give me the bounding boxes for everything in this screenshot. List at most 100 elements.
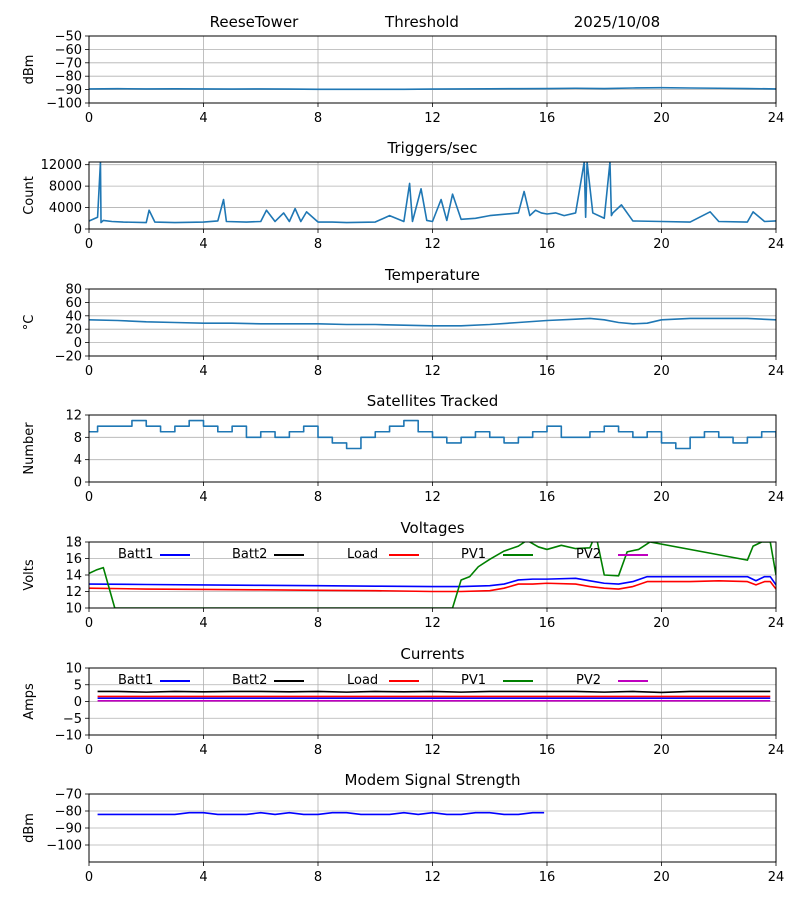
temperature-ytick-label: −20 [55, 350, 82, 365]
currents-xtick-label: 4 [199, 743, 207, 758]
temperature-ytick-label: 20 [65, 323, 82, 338]
threshold-ytick-label: −70 [55, 56, 82, 71]
currents-legend-pv2: PV2 [576, 673, 601, 688]
voltages-legend-pv1: PV1 [461, 547, 486, 562]
voltages-xtick-label: 16 [539, 616, 556, 631]
threshold-xtick-label: 4 [199, 111, 207, 126]
triggers-panel: Triggers/sec Count 0 4 8 12 16 20 24 0 4000 8000 120… [22, 139, 784, 252]
currents-legend-batt1: Batt1 [118, 673, 153, 688]
voltages-xtick-label: 0 [85, 616, 93, 631]
temperature-xtick-label: 20 [653, 364, 670, 379]
voltages-xtick-label: 4 [199, 616, 207, 631]
triggers-title: Triggers/sec [387, 139, 478, 157]
satellites-title: Satellites Tracked [367, 392, 498, 410]
currents-xtick-label: 20 [653, 743, 670, 758]
currents-axes-frame [88, 667, 777, 736]
modem-ytick-label: −80 [55, 805, 82, 820]
satellites-ytick-label: 4 [74, 453, 82, 468]
satellites-ylabel: Number [22, 422, 37, 475]
satellites-xtick-label: 0 [85, 490, 93, 505]
modem-panel: Modem Signal Strength dBm 0 4 8 12 16 20 24 −100 −… [22, 771, 784, 885]
voltages-ytick-label: 12 [65, 585, 82, 600]
satellites-panel: Satellites Tracked Number 0 4 8 12 16 20 24 0 4 8 12 [22, 392, 784, 505]
satellites-xtick-label: 16 [539, 490, 556, 505]
threshold-ytick-label: −80 [55, 70, 82, 85]
temperature-xtick-label: 16 [539, 364, 556, 379]
voltages-xtick-label: 12 [424, 616, 441, 631]
currents-xtick-label: 8 [314, 743, 322, 758]
triggers-xtick-label: 20 [653, 237, 670, 252]
threshold-axes-frame [88, 35, 777, 104]
currents-legend-batt2: Batt2 [232, 673, 267, 688]
currents-series-batt2 [97, 690, 771, 694]
temperature-ylabel: °C [22, 315, 37, 331]
temperature-ytick-label: 40 [65, 309, 82, 324]
currents-ylabel: Amps [22, 683, 37, 720]
temperature-xtick-label: 0 [85, 364, 93, 379]
temperature-series-temperature [89, 317, 776, 327]
currents-ytick-label: 10 [65, 662, 82, 677]
threshold-series-threshold [89, 86, 776, 91]
satellites-xtick-label: 4 [199, 490, 207, 505]
currents-xtick-label: 16 [539, 743, 556, 758]
currents-title: Currents [400, 645, 464, 663]
triggers-xtick-label: 8 [314, 237, 322, 252]
station-name: ReeseTower [210, 13, 300, 31]
voltages-axes-frame [88, 541, 777, 609]
modem-ylabel: dBm [22, 813, 37, 843]
threshold-ylabel: dBm [22, 55, 37, 85]
threshold-xtick-label: 24 [768, 111, 785, 126]
currents-xtick-label: 12 [424, 743, 441, 758]
satellites-xtick-label: 24 [768, 490, 785, 505]
currents-ytick-label: 0 [74, 695, 82, 710]
temperature-xtick-label: 8 [314, 364, 322, 379]
satellites-ytick-label: 0 [74, 476, 82, 491]
voltages-ytick-label: 10 [65, 602, 82, 617]
voltages-legend-batt2: Batt2 [232, 547, 267, 562]
currents-xtick-label: 0 [85, 743, 93, 758]
temperature-xtick-label: 24 [768, 364, 785, 379]
temperature-xtick-label: 12 [424, 364, 441, 379]
modem-xtick-label: 12 [424, 870, 441, 885]
satellites-ytick-label: 12 [65, 409, 82, 424]
voltages-legend-load: Load [347, 547, 378, 562]
satellites-xtick-label: 12 [424, 490, 441, 505]
threshold-ytick-label: −60 [55, 43, 82, 58]
modem-series-modem [97, 811, 545, 816]
triggers-xtick-label: 12 [424, 237, 441, 252]
satellites-series-satellites [89, 419, 776, 450]
voltages-series-load [89, 579, 776, 593]
temperature-ytick-label: 60 [65, 296, 82, 311]
modem-title: Modem Signal Strength [345, 771, 521, 789]
triggers-xtick-label: 16 [539, 237, 556, 252]
satellites-ytick-label: 8 [74, 431, 82, 446]
currents-ytick-label: −10 [55, 729, 82, 744]
threshold-xtick-label: 20 [653, 111, 670, 126]
currents-legend-pv1: PV1 [461, 673, 486, 688]
modem-ytick-label: −70 [55, 788, 82, 803]
voltages-ylabel: Volts [22, 559, 37, 591]
triggers-ytick-label: 12000 [41, 158, 82, 173]
satellites-xtick-label: 20 [653, 490, 670, 505]
threshold-xtick-label: 0 [85, 111, 93, 126]
threshold-ytick-label: −90 [55, 83, 82, 98]
currents-ytick-label: −5 [63, 712, 82, 727]
voltages-series-batt1 [89, 575, 776, 588]
triggers-ylabel: Count [22, 176, 37, 215]
triggers-ytick-label: 0 [74, 223, 82, 238]
modem-ytick-label: −100 [46, 839, 82, 854]
threshold-ytick-label: −100 [46, 97, 82, 112]
modem-xtick-label: 20 [653, 870, 670, 885]
currents-xtick-label: 24 [768, 743, 785, 758]
voltages-legend-batt1: Batt1 [118, 547, 153, 562]
triggers-xtick-label: 24 [768, 237, 785, 252]
triggers-ytick-label: 4000 [49, 201, 82, 216]
currents-ytick-label: 5 [74, 678, 82, 693]
threshold-xtick-label: 12 [424, 111, 441, 126]
satellites-xtick-label: 8 [314, 490, 322, 505]
threshold-panel: dBm 0 4 8 12 16 20 24 −100−90−80−70−60−50 [22, 30, 784, 127]
